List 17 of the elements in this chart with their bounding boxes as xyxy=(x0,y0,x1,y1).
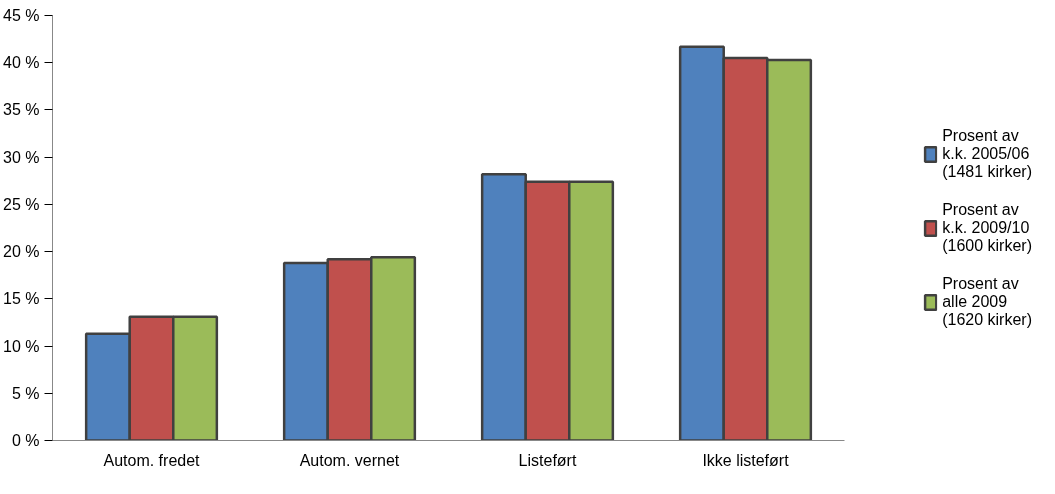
y-tick-label: 15 % xyxy=(3,290,40,308)
legend-label: Prosent av k.k. 2009/10 (1600 kirker) xyxy=(942,199,1032,256)
y-tick-label: 10 % xyxy=(3,337,40,355)
y-tick-label: 45 % xyxy=(3,7,40,24)
x-tick-label: Autom. vernet xyxy=(299,451,400,469)
x-tick-label: Ikke listeført xyxy=(702,451,790,469)
y-tick-label: 40 % xyxy=(3,54,40,72)
legend-label: Prosent av alle 2009 (1620 kirker) xyxy=(942,273,1032,330)
y-tick-label: 30 % xyxy=(3,148,40,166)
y-tick-label: 20 % xyxy=(3,243,40,261)
legend-label: Prosent av k.k. 2005/06 (1481 kirker) xyxy=(942,125,1032,182)
x-tick-label: Listeført xyxy=(518,451,577,469)
y-tick-label: 25 % xyxy=(3,195,40,213)
y-tick-label: 35 % xyxy=(3,101,40,119)
y-tick-label: 0 % xyxy=(11,432,40,449)
x-tick-label: Autom. fredet xyxy=(103,451,201,469)
y-tick-label: 5 % xyxy=(11,384,40,402)
